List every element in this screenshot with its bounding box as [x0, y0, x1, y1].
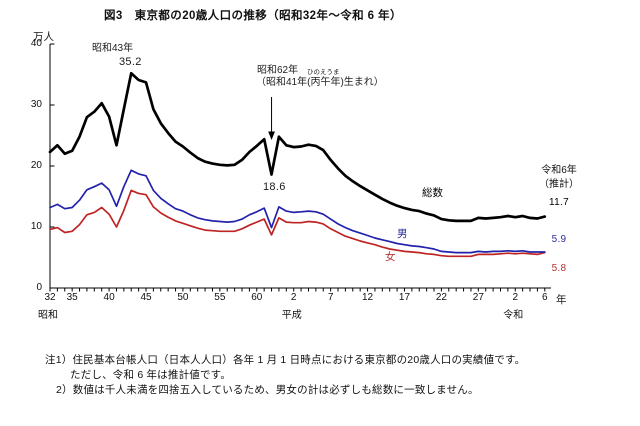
series-line-female: [49, 189, 546, 258]
y-axis-tick-label: 30: [30, 99, 42, 110]
footnote-line-3: 2）数値は千人未満を四捨五入しているため、男女の計は必ずしも総数に一致しません。: [56, 384, 479, 396]
y-axis-unit-label: 万人: [33, 31, 54, 43]
y-axis-tick-label: 0: [36, 282, 42, 293]
dip-annotation-value: 18.6: [263, 181, 286, 193]
x-axis-tick-label: 35: [66, 292, 78, 303]
x-axis-tick-label: 22: [435, 292, 447, 303]
dip-annotation-note: （昭和41年(丙午年)生まれ）: [256, 77, 384, 88]
x-axis-era-label: 平成: [281, 310, 302, 321]
footnote-line-1: 注1）住民基本台帳人口（日本人人口）各年 1 月 1 日時点における東京都の20…: [45, 354, 526, 366]
x-axis-era-label: 昭和: [38, 310, 58, 321]
x-axis-tick-label: 7: [327, 292, 334, 303]
x-axis-tick-label: 32: [44, 292, 56, 303]
dip-annotation-furigana: ひのえうま: [307, 69, 340, 76]
x-axis-tick-label: 27: [472, 292, 484, 303]
series-label-male: 男: [397, 228, 408, 240]
x-axis-tick-label: 60: [251, 292, 263, 303]
x-axis-tick-label: 2: [290, 292, 297, 303]
series-line-total: [48, 71, 547, 223]
x-axis-tick-label: 50: [177, 292, 189, 303]
latest-year-label: 令和6年: [541, 165, 577, 176]
dip-arrow-head: [268, 131, 275, 140]
x-axis-tick-label: 40: [103, 292, 115, 303]
footnotes: 注1）住民基本台帳人口（日本人人口）各年 1 月 1 日時点における東京都の20…: [45, 353, 525, 398]
latest-total-value: 11.7: [549, 197, 569, 208]
footnote-line-2: ただし、令和 6 年は推計値です。: [70, 369, 232, 381]
y-axis-tick-label: 20: [30, 160, 42, 171]
x-axis-tick-label: 45: [140, 292, 152, 303]
x-axis-tick-label: 12: [361, 292, 374, 303]
x-axis-tick-label: 55: [214, 292, 226, 303]
peak-annotation-label: 昭和43年: [92, 43, 134, 54]
x-axis-era-label: 令和: [503, 310, 524, 321]
series-line-male: [49, 169, 546, 254]
x-axis-unit-label: 年: [556, 294, 567, 306]
x-axis-tick-label: 2: [512, 292, 519, 303]
peak-annotation-value: 35.2: [119, 56, 142, 68]
series-label-total: 総数: [422, 187, 443, 199]
series-label-female: 女: [385, 251, 396, 263]
chart-title: 図3 東京都の20歳人口の推移（昭和32年～令和 6 年）: [104, 10, 402, 22]
y-axis-tick-label: 40: [30, 38, 42, 49]
dip-annotation-label: 昭和62年: [257, 65, 299, 76]
latest-female-value: 5.8: [551, 263, 567, 274]
latest-male-value: 5.9: [551, 234, 567, 245]
x-axis-tick-label: 6: [542, 292, 548, 303]
y-axis-tick-label: 10: [30, 221, 42, 232]
x-axis-tick-label: 17: [398, 292, 411, 303]
latest-estimate-label: （推計）: [539, 179, 579, 190]
line-chart-canvas: [48, 43, 551, 292]
